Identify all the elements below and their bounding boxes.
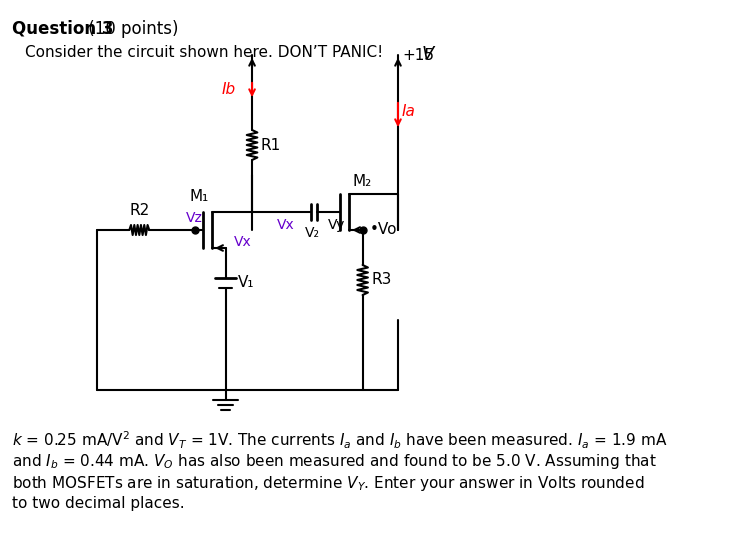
Text: R2: R2: [129, 203, 150, 218]
Text: V₁: V₁: [238, 275, 254, 290]
Text: Vz: Vz: [186, 211, 203, 225]
Text: Question 3: Question 3: [13, 20, 114, 38]
Text: R1: R1: [261, 138, 281, 152]
Text: Vy: Vy: [328, 218, 346, 232]
Text: Consider the circuit shown here. DON’T PANIC!: Consider the circuit shown here. DON’T P…: [25, 45, 383, 60]
Text: M₂: M₂: [353, 174, 372, 189]
Text: Vx: Vx: [234, 235, 252, 249]
Text: (10 points): (10 points): [83, 20, 179, 38]
Text: V₂: V₂: [304, 226, 319, 240]
Text: Vx: Vx: [277, 218, 295, 232]
Text: •Vo: •Vo: [370, 223, 397, 238]
Text: M₁: M₁: [189, 189, 209, 204]
Text: and $I_b$ = 0.44 mA. $V_O$ has also been measured and found to be 5.0 V. Assumin: and $I_b$ = 0.44 mA. $V_O$ has also been…: [13, 452, 657, 471]
Text: R3: R3: [372, 272, 392, 288]
Text: both MOSFETs are in saturation, determine $V_Y$. Enter your answer in Volts roun: both MOSFETs are in saturation, determin…: [13, 474, 645, 493]
Text: Ib: Ib: [222, 82, 236, 97]
Text: $k$ = 0.25 mA/V$^2$ and $V_T$ = 1V. The currents $I_a$ and $I_b$ have been measu: $k$ = 0.25 mA/V$^2$ and $V_T$ = 1V. The …: [13, 430, 668, 452]
Text: +15: +15: [402, 48, 435, 63]
Text: Ia: Ia: [402, 104, 415, 119]
Text: to two decimal places.: to two decimal places.: [13, 496, 185, 511]
Text: V: V: [422, 45, 435, 63]
